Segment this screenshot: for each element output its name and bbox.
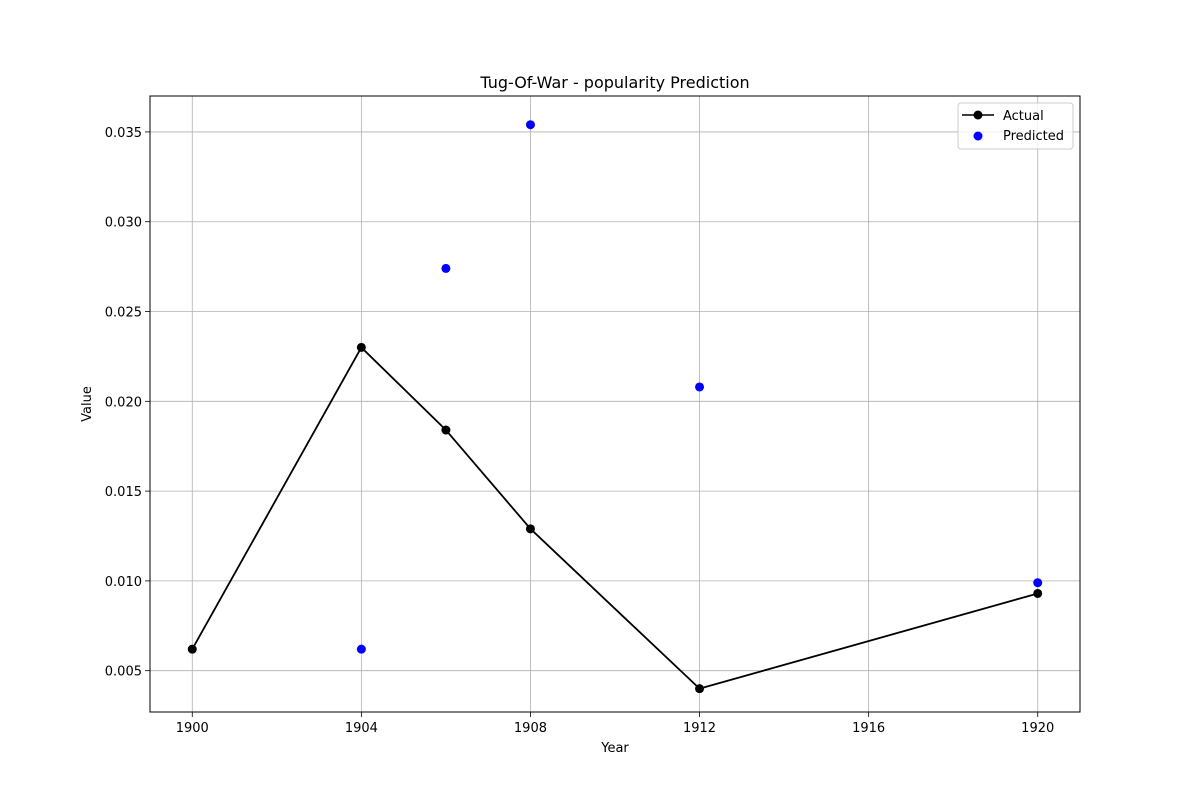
x-tick-label: 1920: [1021, 721, 1054, 736]
series-actual-point: [1033, 588, 1043, 598]
series-predicted-point: [1033, 578, 1043, 588]
series-actual-line: [191, 346, 1038, 690]
y-tick-label: 0.035: [105, 126, 142, 141]
x-tick-label: 1900: [176, 721, 209, 736]
legend-actual-label: Actual: [1003, 109, 1044, 124]
chart-title: Tug-Of-War - popularity Prediction: [479, 73, 749, 92]
y-tick-label: 0.005: [105, 665, 142, 680]
legend-actual-marker: [973, 110, 983, 120]
series-actual-point: [525, 524, 535, 534]
series-actual-point: [187, 644, 197, 654]
legend: Actual Predicted: [957, 102, 1074, 150]
x-tick-label: 1916: [852, 721, 885, 736]
x-tick-label: 1904: [345, 721, 378, 736]
plot-frame: [149, 95, 1081, 713]
x-tick-label: 1908: [514, 721, 547, 736]
series-predicted-point: [525, 120, 535, 130]
legend-predicted-marker: [973, 131, 983, 141]
axis-ticks: 1900 1904 1908 1912 1916 1920 0.005 0.010 0.015 0…: [105, 126, 1054, 736]
grid: [150, 96, 1080, 712]
y-tick-label: 0.020: [105, 395, 142, 410]
series-actual-point: [695, 684, 705, 694]
series-actual-point: [356, 342, 366, 352]
y-axis-label: Value: [80, 386, 95, 422]
y-tick-label: 0.025: [105, 306, 142, 321]
legend-predicted-label: Predicted: [1003, 129, 1064, 144]
y-tick-label: 0.015: [105, 485, 142, 500]
series-actual-point: [441, 425, 451, 435]
series-predicted-point: [356, 644, 366, 654]
y-tick-label: 0.010: [105, 575, 142, 590]
series-layer: [187, 120, 1043, 694]
x-axis-label: Year: [600, 741, 629, 756]
y-tick-label: 0.030: [105, 216, 142, 231]
series-predicted-point: [695, 382, 705, 392]
x-tick-label: 1912: [683, 721, 716, 736]
series-predicted-point: [441, 263, 451, 273]
